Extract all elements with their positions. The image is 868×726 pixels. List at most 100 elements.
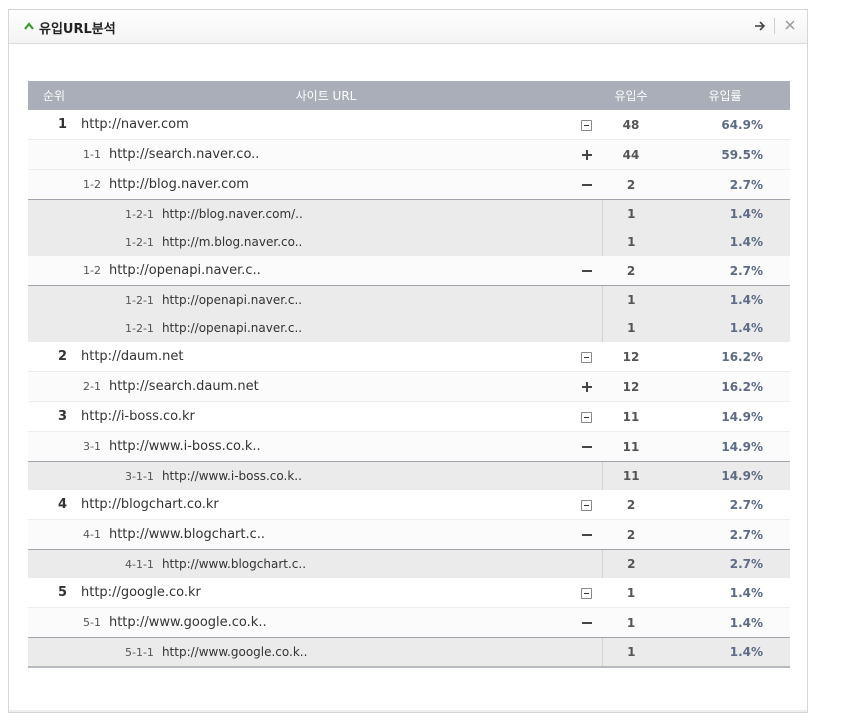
arrow-right-icon[interactable]: [753, 19, 767, 33]
url-cell: 1-2-1 http://blog.naver.com/..: [81, 199, 571, 228]
url-link[interactable]: http://www.google.co.k..: [108, 615, 267, 630]
toggle-cell: [571, 139, 602, 170]
url-cell: 2-1 http://search.daum.net: [81, 371, 571, 402]
url-link[interactable]: http://i-boss.co.kr: [81, 409, 195, 424]
rank-cell: [28, 371, 81, 402]
sub-rank-label: 4-1-1: [125, 557, 154, 571]
toggle-cell: [571, 256, 602, 286]
url-link[interactable]: http://blog.naver.com: [108, 177, 249, 192]
table-row: 1-2-1 http://blog.naver.com/.. 1 1.4%: [28, 199, 790, 228]
toggle-cell: [571, 490, 602, 520]
url-link[interactable]: http://www.google.co.k..: [161, 644, 308, 659]
url-link[interactable]: http://www.i-boss.co.k..: [108, 439, 261, 454]
sub-rank-label: 2-1: [83, 380, 101, 393]
count-cell: 12: [602, 371, 660, 402]
rank-cell: 5: [28, 578, 81, 608]
rank-cell: [28, 169, 81, 200]
sub-rank-label: 1-2-1: [125, 321, 154, 335]
toggle-cell: [571, 314, 602, 342]
table-row: 3-1 http://www.i-boss.co.k.. 11 14.9%: [28, 431, 790, 462]
rate-cell: 2.7%: [660, 169, 790, 200]
collapse-box-icon[interactable]: [581, 499, 592, 511]
url-link[interactable]: http://openapi.naver.c..: [161, 320, 303, 335]
rank-cell: [28, 549, 81, 578]
count-cell: 1: [602, 607, 660, 638]
expand-plus-icon[interactable]: [581, 382, 592, 392]
collapse-minus-icon[interactable]: [581, 270, 592, 272]
rank-cell: 1: [28, 110, 81, 140]
col-header-count: 유입수: [602, 81, 660, 110]
url-cell: 5-1 http://www.google.co.k..: [81, 607, 571, 638]
header-divider: [774, 18, 775, 34]
count-cell: 1: [601, 199, 660, 228]
table-row: 1-2-1 http://openapi.naver.c.. 1 1.4%: [28, 285, 790, 314]
table-row: 4-1-1 http://www.blogchart.c.. 2 2.7%: [28, 549, 790, 578]
toggle-cell: [571, 228, 602, 256]
rate-cell: 1.4%: [660, 607, 790, 638]
url-cell: 1-2-1 http://m.blog.naver.co..: [81, 228, 571, 256]
table-row: 1-2-1 http://m.blog.naver.co.. 1 1.4%: [28, 228, 790, 256]
url-link[interactable]: http://blog.naver.com/..: [161, 206, 303, 221]
toggle-cell: [571, 431, 602, 462]
url-inflow-widget: 유입URL분석 순위 사이트 URL 유입수 유입률: [8, 9, 808, 713]
url-link[interactable]: http://search.naver.co..: [108, 147, 260, 162]
count-cell: 1: [601, 285, 660, 314]
url-cell: 1-2 http://blog.naver.com: [81, 169, 571, 200]
sub-rank-label: 3-1-1: [125, 469, 154, 483]
collapse-minus-icon[interactable]: [581, 534, 592, 536]
url-link[interactable]: http://openapi.naver.c..: [108, 263, 261, 278]
widget-bottom-line: [9, 710, 807, 712]
toggle-cell: [571, 110, 602, 140]
collapse-minus-icon[interactable]: [581, 184, 592, 186]
rank-cell: [28, 637, 81, 668]
collapse-box-icon[interactable]: [581, 587, 592, 599]
expand-plus-icon[interactable]: [581, 150, 592, 160]
count-cell: 2: [602, 519, 660, 550]
toggle-cell: [571, 342, 602, 372]
count-cell: 12: [602, 342, 660, 372]
col-header-rank: 순위: [28, 81, 81, 110]
table-row: 2 http://daum.net 12 16.2%: [28, 342, 790, 372]
url-link[interactable]: http://www.blogchart.c..: [108, 527, 266, 542]
collapse-minus-icon[interactable]: [581, 622, 592, 624]
url-cell: http://naver.com: [81, 110, 571, 140]
rate-cell: 14.9%: [660, 461, 790, 490]
url-link[interactable]: http://blogchart.co.kr: [81, 497, 219, 512]
url-link[interactable]: http://search.daum.net: [108, 379, 259, 394]
sub-rank-label: 3-1: [83, 440, 101, 453]
col-header-rate: 유입률: [660, 81, 790, 110]
rate-cell: 16.2%: [660, 371, 790, 402]
col-header-toggle: [571, 81, 602, 110]
count-cell: 1: [601, 228, 660, 256]
rank-cell: 2: [28, 342, 81, 372]
rank-cell: [28, 461, 81, 490]
collapse-box-icon[interactable]: [581, 411, 592, 423]
rate-cell: 2.7%: [660, 256, 790, 286]
collapse-minus-icon[interactable]: [581, 446, 592, 448]
toggle-cell: [571, 549, 602, 578]
rate-cell: 2.7%: [660, 549, 790, 578]
url-link[interactable]: http://www.blogchart.c..: [161, 556, 307, 571]
url-link[interactable]: http://openapi.naver.c..: [161, 292, 303, 307]
collapse-box-icon[interactable]: [581, 119, 592, 131]
toggle-cell: [571, 169, 602, 200]
url-link[interactable]: http://google.co.kr: [81, 585, 201, 600]
sub-rank-label: 1-1: [83, 148, 101, 161]
rate-cell: 1.4%: [660, 199, 790, 228]
collapse-box-icon[interactable]: [581, 351, 592, 363]
url-cell: 1-2 http://openapi.naver.c..: [81, 256, 571, 286]
url-cell: 3-1 http://www.i-boss.co.k..: [81, 431, 571, 462]
chevron-up-icon[interactable]: [23, 21, 35, 31]
close-icon[interactable]: [784, 19, 796, 31]
rank-cell: [28, 314, 81, 342]
count-cell: 1: [601, 314, 660, 342]
toggle-cell: [571, 285, 602, 314]
url-link[interactable]: http://m.blog.naver.co..: [161, 234, 303, 249]
table-row: 3-1-1 http://www.i-boss.co.k.. 11 14.9%: [28, 461, 790, 490]
toggle-cell: [571, 637, 602, 668]
table-row: 1-2 http://blog.naver.com 2 2.7%: [28, 169, 790, 200]
url-cell: 4-1 http://www.blogchart.c..: [81, 519, 571, 550]
url-link[interactable]: http://daum.net: [81, 349, 184, 364]
url-link[interactable]: http://naver.com: [81, 117, 189, 132]
url-link[interactable]: http://www.i-boss.co.k..: [161, 468, 302, 483]
